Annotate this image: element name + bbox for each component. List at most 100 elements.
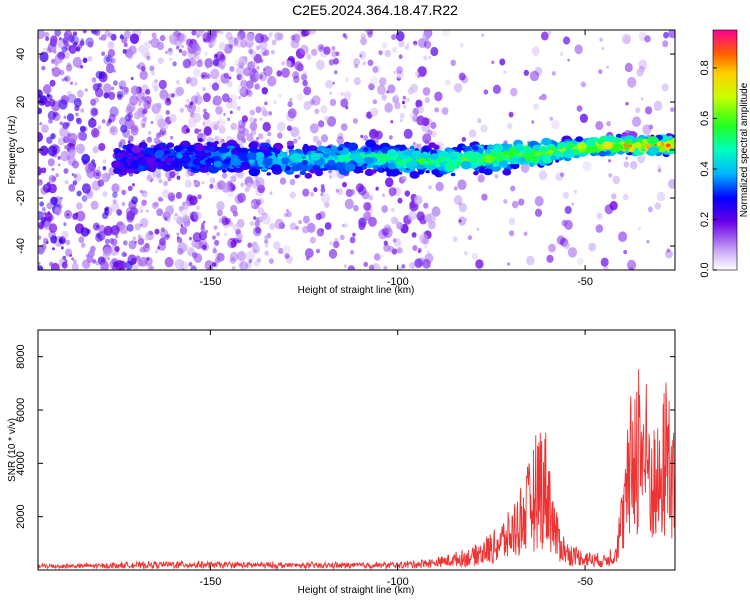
spectrogram-cell xyxy=(202,32,212,43)
spectrogram-cell xyxy=(248,48,254,55)
spectrogram-cell xyxy=(75,212,79,217)
spectrogram-cell xyxy=(54,196,62,206)
spectrogram-cell xyxy=(193,180,201,188)
spectrogram-cell xyxy=(174,87,183,98)
spectrogram-cell xyxy=(136,157,147,166)
spectrogram-cell xyxy=(627,76,637,88)
spectrogram-cell xyxy=(402,95,406,100)
spectrogram-cell xyxy=(142,108,148,114)
spectrogram-cell xyxy=(158,179,163,184)
spectrogram-cell xyxy=(103,83,112,94)
spectrogram-cell xyxy=(293,75,300,84)
spectrogram-cell xyxy=(502,168,512,176)
spectrogram-cell xyxy=(171,160,182,169)
spectrogram-cell xyxy=(210,121,220,131)
spectrogram-cell xyxy=(137,237,145,246)
spectrogram-cell xyxy=(245,32,255,44)
spectrogram-cell xyxy=(368,216,377,227)
spectrogram-cell xyxy=(301,73,308,81)
spectrogram-cell xyxy=(438,151,450,159)
spectrogram-cell xyxy=(140,65,146,72)
spectrogram-cell xyxy=(188,57,197,67)
spectrogram-cell xyxy=(344,163,356,172)
spectrogram-cell xyxy=(475,161,482,166)
spectrogram-cell xyxy=(114,246,120,252)
spectrogram-cell xyxy=(268,111,272,116)
spectrogram-cell xyxy=(523,145,531,151)
spectrogram-cell xyxy=(303,151,308,155)
spectrogram-cell xyxy=(308,30,317,35)
spectrogram-cell xyxy=(269,222,276,230)
spectrogram-cell xyxy=(642,124,652,135)
spectrogram-cell xyxy=(135,255,141,261)
spectrogram-cell xyxy=(631,116,642,127)
spectrogram-cell xyxy=(197,138,203,142)
spectrogram-cell xyxy=(335,51,340,57)
spectrogram-cell xyxy=(167,93,172,99)
spectrogram-cell xyxy=(84,88,88,92)
spectrogram-cell xyxy=(81,153,91,164)
spectrogram-cell xyxy=(155,249,159,254)
spectrogram-cell xyxy=(320,187,326,193)
y-tick-label: 2000 xyxy=(15,504,27,528)
spectrogram-cell xyxy=(188,236,192,241)
spectrogram-cell xyxy=(82,259,91,270)
spectrogram-cell xyxy=(289,153,302,163)
spectrogram-cell xyxy=(66,213,70,217)
spectrogram-marks xyxy=(38,30,675,270)
spectrogram-cell xyxy=(102,159,107,164)
spectrogram-cell xyxy=(600,257,609,267)
spectrogram-cell xyxy=(106,121,111,127)
spectrogram-cell xyxy=(98,36,102,41)
spectrogram-cell xyxy=(391,248,398,255)
spectrogram-cell xyxy=(186,102,197,113)
spectrogram-cell xyxy=(423,55,428,61)
spectrogram-cell xyxy=(302,215,310,224)
spectrogram-cell xyxy=(428,55,432,60)
spectrogram-cell xyxy=(370,169,377,174)
spectrogram-cell xyxy=(254,33,264,44)
spectrogram-cell xyxy=(63,40,69,47)
spectrogram-cell xyxy=(77,43,83,49)
spectrogram-cell xyxy=(317,120,325,128)
spectrogram-cell xyxy=(131,164,139,170)
spectrogram-cell xyxy=(240,182,245,188)
spectrogram-cell xyxy=(344,77,350,83)
spectrogram-cell xyxy=(329,175,333,179)
spectrogram-cell xyxy=(428,142,437,149)
spectrogram-cell xyxy=(316,228,325,237)
spectrogram-cell xyxy=(483,154,495,164)
spectrogram-cell xyxy=(252,68,257,74)
spectrogram-cell xyxy=(670,139,675,146)
spectrogram-cell xyxy=(261,214,271,225)
spectrogram-cell xyxy=(477,118,482,124)
spectrogram-cell xyxy=(338,156,346,163)
spectrogram-cell xyxy=(173,36,183,47)
spectrogram-cell xyxy=(393,70,397,75)
spectrogram-cell xyxy=(167,192,176,201)
spectrogram-cell xyxy=(176,175,181,180)
spectrogram-cell xyxy=(180,224,184,228)
spectrogram-cell xyxy=(445,79,451,86)
spectrogram-cell xyxy=(123,42,128,48)
spectrogram-cell xyxy=(316,248,320,254)
spectrogram-cell xyxy=(104,238,110,245)
spectrogram-cell xyxy=(230,205,238,213)
spectrogram-cell xyxy=(269,191,273,195)
spectrogram-cell xyxy=(146,257,150,261)
spectrogram-cell xyxy=(417,169,425,175)
spectrogram-cell xyxy=(258,197,265,205)
spectrogram-cell xyxy=(208,42,214,48)
spectrogram-cell xyxy=(75,112,79,117)
spectrogram-cell xyxy=(44,31,50,38)
spectrogram-cell xyxy=(372,99,377,105)
chart-title: C2E5.2024.364.18.47.R22 xyxy=(292,2,458,18)
spectrogram-cell xyxy=(523,231,528,237)
spectrogram-cell xyxy=(412,245,418,251)
spectrogram-cell xyxy=(187,58,190,61)
spectrogram-cell xyxy=(61,78,65,82)
spectrogram-cell xyxy=(235,65,245,77)
spectrogram-cell xyxy=(148,265,154,270)
spectrogram-cell xyxy=(206,74,211,79)
spectrogram-cell xyxy=(111,183,120,193)
